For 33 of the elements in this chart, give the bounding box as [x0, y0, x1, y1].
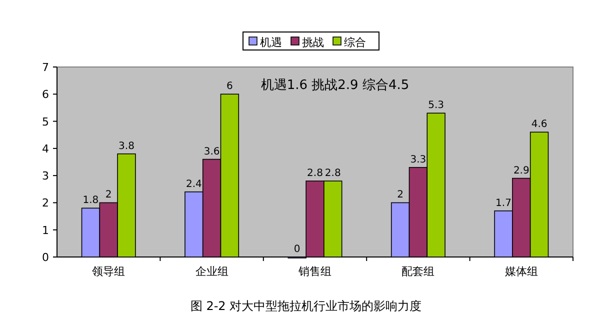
annotation: 机遇1.6 挑战2.9 综合4.5	[260, 78, 410, 93]
y-tick-label: 0	[42, 251, 49, 264]
x-tick-label: 销售组	[298, 265, 332, 278]
data-label: 2.8	[324, 168, 341, 179]
data-label: 3.3	[410, 154, 426, 166]
data-label: 2.8	[307, 168, 323, 179]
data-label: 2	[105, 190, 112, 201]
y-tick-label: 6	[42, 88, 49, 102]
data-label: 2	[397, 190, 404, 201]
y-tick-label: 4	[42, 142, 49, 156]
y-tick-label: 1	[42, 224, 49, 237]
legend-label: 机遇	[260, 36, 282, 49]
x-tick-label: 配套组	[402, 265, 435, 278]
y-tick-label: 7	[42, 61, 49, 74]
data-label: 1.8	[82, 195, 99, 206]
data-label: 4.6	[531, 119, 548, 130]
y-tick-label: 2	[42, 196, 49, 210]
x-tick-label: 媒体组	[504, 265, 538, 278]
data-label: 3.6	[204, 146, 220, 158]
data-label: 5.3	[428, 100, 444, 112]
legend-label: 挑战	[302, 36, 324, 49]
data-label: 0	[294, 244, 300, 255]
x-tick-label: 企业组	[195, 265, 228, 278]
data-label: 3.8	[118, 140, 134, 152]
y-tick-label: 3	[42, 170, 49, 183]
data-label: 6	[226, 81, 233, 92]
legend-label: 综合	[344, 36, 366, 49]
data-label: 2.4	[186, 178, 202, 190]
data-label: 2.9	[513, 165, 530, 176]
text: 图 2-2 对大中型拖拉机行业市场的影响力度	[190, 299, 422, 313]
data-label: 1.7	[496, 198, 512, 209]
y-tick-label: 5	[42, 115, 49, 128]
x-tick-label: 领导组	[92, 265, 126, 278]
